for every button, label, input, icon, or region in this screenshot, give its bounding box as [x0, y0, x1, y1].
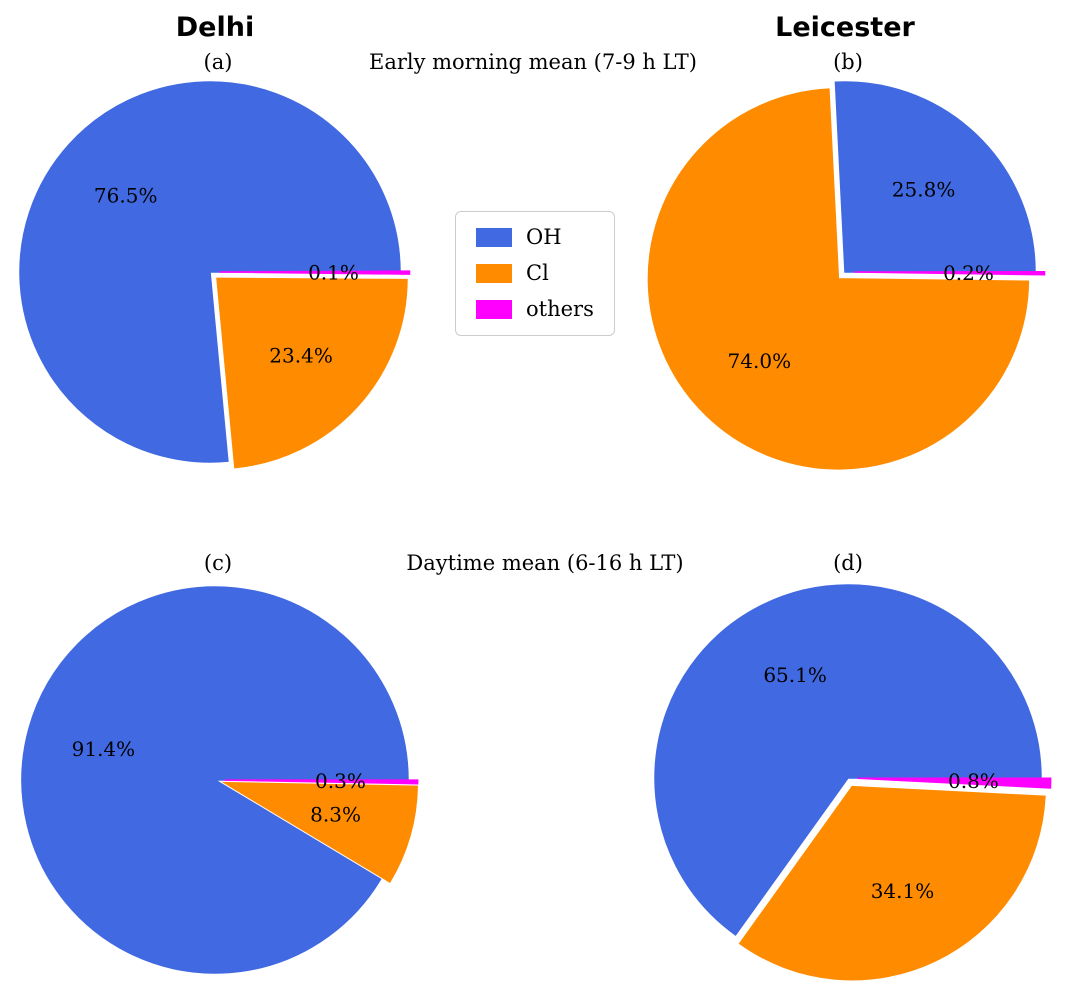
slice-oh-a	[19, 81, 401, 463]
pct-label-others-d: 0.8%	[948, 769, 999, 793]
column-title-leicester: Leicester	[775, 12, 915, 43]
legend: OH Cl others	[455, 211, 615, 336]
panel-label-c: (c)	[203, 551, 233, 575]
legend-label-oh: OH	[526, 225, 562, 249]
legend-item-oh: OH	[476, 227, 594, 248]
panel-label-b: (b)	[833, 50, 863, 74]
row-title-early-morning: Early morning mean (7-9 h LT)	[368, 50, 697, 74]
slice-oh-b	[834, 81, 1036, 273]
legend-label-cl: Cl	[526, 261, 549, 285]
slice-others-c	[224, 779, 419, 785]
pie-chart-a: 76.5% 23.4% 0.1%	[19, 81, 411, 469]
pct-label-oh-c: 91.4%	[72, 737, 136, 761]
slice-cl-a	[216, 277, 408, 469]
slice-others-d	[857, 777, 1052, 789]
pct-label-others-a: 0.1%	[308, 260, 359, 284]
legend-label-others: others	[526, 297, 594, 321]
pct-label-cl-b: 74.0%	[728, 349, 792, 373]
pct-label-cl-a: 23.4%	[269, 343, 333, 367]
slice-others-b	[854, 271, 1046, 276]
slice-oh-c	[21, 586, 409, 974]
pie-chart-c: 91.4% 8.3% 0.3%	[21, 586, 419, 974]
legend-swatch-cl	[476, 264, 512, 283]
pct-label-oh-a: 76.5%	[94, 183, 158, 207]
row-title-daytime: Daytime mean (6-16 h LT)	[406, 551, 684, 575]
panel-label-d: (d)	[833, 551, 863, 575]
pct-label-oh-b: 25.8%	[892, 177, 956, 201]
panel-label-a: (a)	[203, 50, 233, 74]
pct-label-others-b: 0.2%	[943, 261, 994, 285]
slice-oh-d	[654, 584, 1042, 936]
slice-cl-b	[647, 88, 1030, 470]
pie-chart-d: 65.1% 34.1% 0.8%	[654, 584, 1052, 981]
legend-swatch-others	[476, 300, 512, 319]
pct-label-cl-d: 34.1%	[871, 879, 935, 903]
slice-others-a	[219, 270, 411, 275]
pct-label-oh-d: 65.1%	[763, 663, 827, 687]
column-title-delhi: Delhi	[175, 12, 255, 43]
pct-label-cl-c: 8.3%	[310, 803, 361, 827]
pie-chart-b: 25.8% 74.0% 0.2%	[647, 81, 1046, 470]
pct-label-others-c: 0.3%	[315, 769, 366, 793]
legend-item-others: others	[476, 299, 594, 320]
slice-cl-d	[738, 785, 1046, 981]
legend-item-cl: Cl	[476, 263, 594, 284]
legend-swatch-oh	[476, 228, 512, 247]
slice-cl-c	[221, 781, 419, 883]
